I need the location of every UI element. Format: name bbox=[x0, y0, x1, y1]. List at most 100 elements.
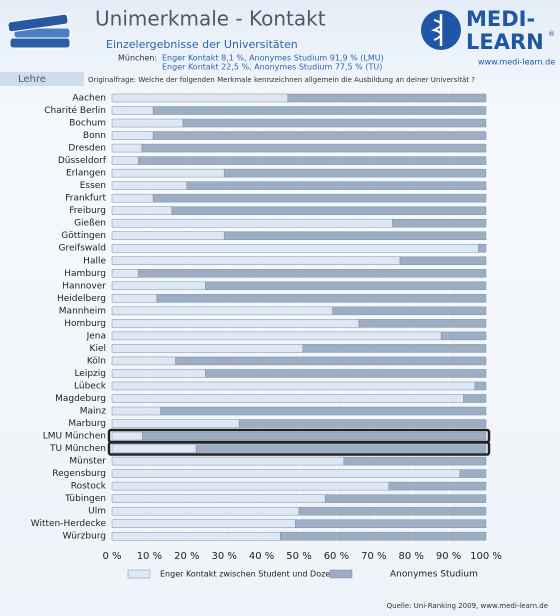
logo bbox=[421, 10, 461, 50]
legend-label: Enger Kontakt zwischen Student und Dozen… bbox=[160, 570, 338, 579]
bar bbox=[160, 406, 487, 416]
y-tick-label: Hannover bbox=[62, 281, 106, 291]
note-line: Enger Kontakt 22,5 %, Anonymes Studium 7… bbox=[162, 63, 382, 72]
bar bbox=[152, 131, 487, 140]
y-tick-label: TU München bbox=[49, 444, 106, 454]
website: www.medi-learn.de bbox=[478, 58, 555, 67]
y-tick-label: Lübeck bbox=[74, 381, 107, 391]
bar bbox=[111, 218, 393, 228]
x-tick-label: 90 % bbox=[436, 551, 461, 562]
bar bbox=[111, 143, 143, 153]
logo-mark: ® bbox=[548, 30, 555, 38]
x-tick-label: 60 % bbox=[324, 551, 349, 562]
y-tick-label: Homburg bbox=[64, 319, 106, 329]
y-tick-label: Freiburg bbox=[69, 206, 106, 216]
y-tick-label: Mannheim bbox=[59, 306, 106, 316]
source: Quelle: Uni-Ranking 2009, www.medi-learn… bbox=[387, 602, 548, 610]
x-tick-label: 40 % bbox=[249, 551, 274, 562]
logo-text: MEDI- bbox=[466, 7, 535, 31]
y-tick-label: Regensburg bbox=[52, 469, 106, 479]
bar bbox=[111, 519, 296, 528]
bar bbox=[358, 319, 487, 328]
bar bbox=[175, 356, 487, 366]
x-tick-label: 30 % bbox=[211, 551, 236, 562]
x-tick-label: 80 % bbox=[398, 551, 423, 562]
y-tick-label: Essen bbox=[80, 181, 106, 191]
bar bbox=[223, 231, 487, 240]
y-tick-label: Würzburg bbox=[63, 532, 106, 542]
section-tab bbox=[0, 72, 84, 86]
bar bbox=[287, 93, 487, 103]
legend-swatch bbox=[329, 569, 353, 579]
bar bbox=[223, 168, 487, 178]
highlight-frame bbox=[107, 441, 491, 456]
y-tick-label: Greifswald bbox=[59, 244, 106, 254]
y-tick-label: Gießen bbox=[74, 219, 106, 229]
x-tick-label: 20 % bbox=[174, 551, 199, 562]
bar bbox=[111, 481, 390, 491]
bar bbox=[111, 294, 158, 303]
bar bbox=[111, 156, 139, 165]
x-tick-label: 70 % bbox=[361, 551, 386, 562]
y-tick-label: Jena bbox=[86, 331, 106, 341]
bar bbox=[111, 93, 289, 103]
bar bbox=[171, 206, 487, 215]
y-tick-label: Dresden bbox=[68, 144, 106, 154]
books-icon bbox=[7, 13, 71, 49]
legend-swatch bbox=[127, 569, 151, 579]
bar bbox=[459, 469, 487, 478]
bar bbox=[298, 506, 487, 516]
bar bbox=[111, 281, 206, 291]
y-tick-label: Bonn bbox=[83, 131, 106, 141]
y-tick-label: Kiel bbox=[90, 344, 106, 354]
bar bbox=[111, 494, 326, 503]
y-tick-label: Heidelberg bbox=[57, 294, 106, 304]
bar bbox=[111, 444, 197, 453]
bar bbox=[111, 131, 154, 140]
legend-label: Anonymes Studium bbox=[390, 570, 478, 580]
y-tick-label: Bochum bbox=[69, 119, 106, 129]
bar bbox=[343, 456, 487, 466]
y-tick-label: Magdeburg bbox=[55, 394, 106, 404]
bar bbox=[141, 143, 487, 153]
bar bbox=[142, 431, 487, 441]
bar bbox=[111, 118, 184, 128]
note-label: München: bbox=[118, 54, 157, 63]
bar bbox=[111, 419, 240, 428]
bar bbox=[156, 294, 487, 303]
logo-text: LEARN bbox=[466, 30, 544, 54]
bar bbox=[302, 344, 487, 353]
y-tick-label: Ulm bbox=[88, 507, 106, 517]
y-tick-label: Hamburg bbox=[64, 269, 106, 279]
bar bbox=[111, 319, 360, 328]
bar bbox=[182, 118, 487, 128]
bar bbox=[137, 269, 487, 278]
bar bbox=[111, 193, 154, 203]
bar bbox=[280, 531, 487, 541]
bar bbox=[111, 394, 464, 403]
title: Unimerkmale - Kontakt bbox=[95, 7, 326, 31]
bar bbox=[111, 106, 154, 115]
bar bbox=[238, 419, 487, 428]
bar bbox=[399, 256, 487, 266]
x-tick-label: 0 % bbox=[102, 551, 121, 562]
y-tick-label: Halle bbox=[83, 256, 106, 266]
x-tick-label: 50 % bbox=[286, 551, 311, 562]
y-tick-label: Aachen bbox=[72, 94, 106, 104]
y-tick-label: Münster bbox=[69, 457, 106, 467]
x-tick-label: 10 % bbox=[137, 551, 162, 562]
y-tick-label: Mainz bbox=[80, 407, 106, 417]
x-tick-label: 100 % bbox=[470, 551, 502, 562]
bar bbox=[324, 494, 487, 503]
y-tick-label: Erlangen bbox=[66, 169, 106, 179]
bar bbox=[111, 231, 225, 240]
bar bbox=[205, 369, 487, 378]
y-tick-label: Charité Berlin bbox=[44, 105, 106, 116]
bar bbox=[463, 394, 487, 403]
y-tick-label: Tübingen bbox=[64, 494, 106, 504]
bar bbox=[111, 431, 143, 441]
y-tick-label: Frankfurt bbox=[65, 194, 106, 204]
bar bbox=[474, 381, 487, 391]
bar bbox=[111, 306, 333, 316]
